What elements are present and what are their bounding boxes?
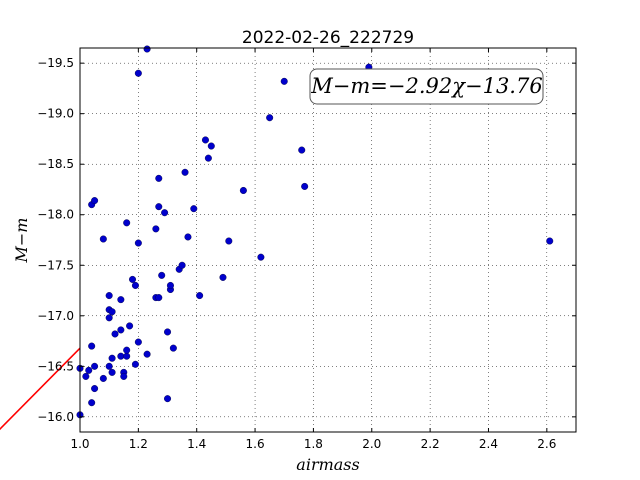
chart-title: 2022-02-26_222729 — [242, 28, 414, 48]
data-point — [91, 362, 99, 370]
plot-background — [80, 48, 576, 432]
y-tick-label: −18.5 — [37, 157, 74, 171]
data-point — [190, 205, 198, 213]
data-point — [546, 237, 554, 245]
data-point — [161, 209, 169, 217]
data-point — [239, 186, 247, 194]
axis-ticks — [79, 48, 576, 432]
y-tick-label: −16.0 — [37, 410, 74, 424]
data-point — [134, 338, 142, 346]
data-point — [178, 261, 186, 269]
grid-lines — [79, 48, 576, 432]
data-point — [181, 168, 189, 176]
data-point — [123, 352, 131, 360]
data-point — [207, 142, 215, 150]
data-point — [164, 395, 172, 403]
data-point — [225, 237, 233, 245]
data-point — [131, 360, 139, 368]
data-point — [88, 342, 96, 350]
data-point — [196, 292, 204, 300]
y-tick-label: −19.0 — [37, 107, 74, 121]
data-point — [120, 372, 128, 380]
data-point — [134, 239, 142, 247]
data-point — [257, 253, 265, 261]
data-point — [91, 197, 99, 205]
x-tick-label: 1.6 — [246, 437, 265, 451]
data-point — [143, 350, 151, 358]
data-point — [88, 399, 96, 407]
data-point — [158, 271, 166, 279]
data-point — [105, 362, 113, 370]
x-tick-label: 2.0 — [362, 437, 381, 451]
data-point — [111, 330, 119, 338]
y-tick-labels: −16.0 −16.5 −17.0 −17.5 −18.0 −18.5 −19.0 −19.5 — [37, 56, 74, 424]
data-point — [166, 281, 174, 289]
y-tick-label: −16.5 — [37, 359, 74, 373]
data-point — [280, 77, 288, 85]
y-tick-label: −17.5 — [37, 258, 74, 272]
y-axis-label: M−m — [12, 218, 31, 264]
data-point — [91, 385, 99, 393]
x-tick-label: 1.4 — [187, 437, 206, 451]
data-point — [164, 328, 172, 336]
data-point — [298, 146, 306, 154]
data-point — [184, 233, 192, 241]
data-point — [301, 182, 309, 190]
data-point — [105, 292, 113, 300]
data-point — [108, 368, 116, 376]
x-tick-labels: 1.0 1.2 1.4 1.6 1.8 2.0 2.2 2.4 2.6 — [70, 437, 556, 451]
data-point — [117, 296, 125, 304]
fit-annotation-frame — [309, 68, 544, 105]
data-point — [123, 346, 131, 354]
x-tick-label: 2.2 — [421, 437, 440, 451]
data-point — [123, 219, 131, 227]
data-point — [155, 174, 163, 182]
x-tick-label: 1.2 — [129, 437, 148, 451]
y-tick-label: −18.0 — [37, 208, 74, 222]
x-axis-label: airmass — [296, 455, 359, 474]
data-point — [219, 273, 227, 281]
data-point — [155, 294, 163, 302]
y-tick-label: −17.0 — [37, 309, 74, 323]
fit-line-layer — [0, 347, 81, 431]
data-point — [155, 203, 163, 211]
fit-equation-label: M−m=−2.92χ−13.76 — [310, 74, 542, 98]
data-point — [201, 136, 209, 144]
y-tick-label: −19.5 — [37, 56, 74, 70]
x-tick-label: 2.6 — [537, 437, 556, 451]
data-point — [105, 314, 113, 322]
x-tick-label: 1.0 — [70, 437, 89, 451]
data-point — [143, 45, 151, 53]
data-point — [134, 69, 142, 77]
data-point — [117, 352, 125, 360]
data-point — [99, 235, 107, 243]
data-point — [152, 225, 160, 233]
x-tick-label: 1.8 — [304, 437, 323, 451]
plot-area — [0, 45, 577, 433]
fit-annotation-box: M−m=−2.92χ−13.76 — [309, 68, 544, 105]
x-tick-label: 2.4 — [479, 437, 498, 451]
plot-frame — [79, 47, 577, 433]
data-point — [204, 154, 212, 162]
data-point — [169, 344, 177, 352]
fit-line — [0, 347, 81, 431]
data-point — [108, 354, 116, 362]
data-point — [266, 114, 274, 122]
data-point — [117, 326, 125, 334]
data-point — [99, 374, 107, 382]
data-point — [131, 281, 139, 289]
data-point — [85, 366, 93, 374]
data-point — [129, 275, 137, 283]
data-point — [108, 308, 116, 316]
data-point — [126, 322, 134, 330]
data-point — [82, 372, 90, 380]
